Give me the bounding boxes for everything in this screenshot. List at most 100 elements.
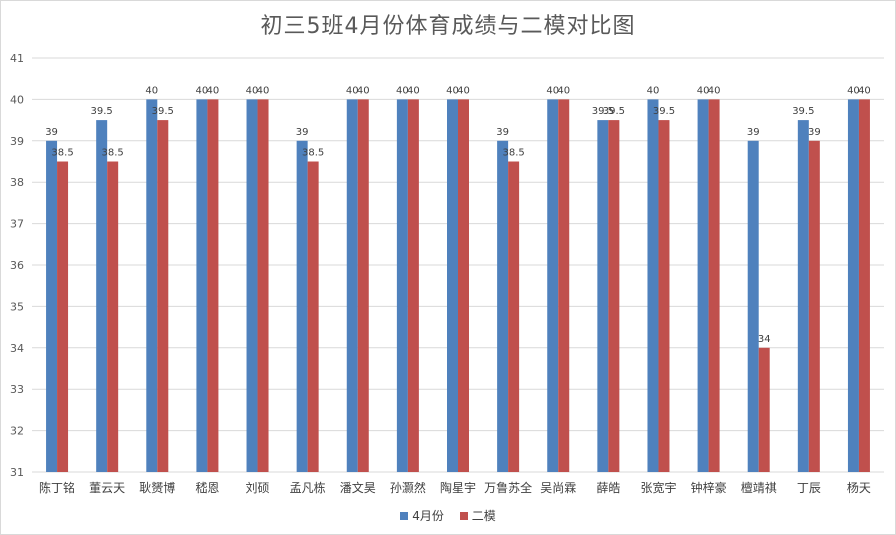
data-label: 40 — [457, 85, 470, 96]
data-label: 39.5 — [152, 106, 174, 117]
y-tick-label: 35 — [10, 300, 24, 313]
x-tick-label: 吴尚霖 — [540, 481, 576, 495]
bar-series-2 — [257, 99, 269, 473]
data-label: 40 — [396, 85, 409, 96]
data-label: 39.5 — [653, 106, 675, 117]
y-tick-label: 39 — [10, 135, 24, 148]
data-label: 40 — [858, 85, 871, 96]
data-label: 38.5 — [502, 148, 524, 159]
bar-series-1 — [697, 99, 709, 473]
y-tick-label: 36 — [10, 259, 24, 272]
bar-series-2 — [808, 140, 820, 473]
x-tick-label: 刘硕 — [246, 481, 270, 495]
legend-label-series-2: 二模 — [471, 509, 496, 523]
bar-series-1 — [647, 99, 659, 473]
x-tick-label: 丁辰 — [797, 481, 821, 495]
data-label: 40 — [546, 85, 559, 96]
legend-item-series-2: 二模 — [459, 507, 496, 524]
data-label: 38.5 — [102, 148, 124, 159]
x-tick-label: 耿赟博 — [139, 480, 175, 495]
bar-series-1 — [847, 99, 859, 473]
bar-series-1 — [447, 99, 458, 473]
data-label: 40 — [647, 85, 660, 96]
bar-series-2 — [558, 99, 570, 473]
data-label: 40 — [207, 85, 220, 96]
data-label: 39 — [296, 127, 309, 138]
x-tick-label: 陶星宇 — [440, 480, 476, 495]
bar-series-2 — [107, 161, 119, 472]
bar-series-2 — [307, 161, 319, 472]
data-label: 40 — [346, 85, 359, 96]
bar-series-2 — [608, 120, 620, 472]
bar-series-2 — [207, 99, 219, 473]
y-tick-label: 34 — [10, 342, 24, 355]
data-label: 40 — [246, 85, 259, 96]
x-tick-label: 潘文昊 — [340, 480, 376, 495]
data-label: 34 — [758, 334, 771, 345]
legend: 4月份 二模 — [0, 507, 896, 524]
data-label: 40 — [407, 85, 420, 96]
bar-series-1 — [46, 140, 58, 473]
x-tick-label: 董云天 — [89, 481, 125, 495]
data-label: 39 — [747, 127, 760, 138]
y-tick-label: 41 — [10, 52, 24, 65]
chart-title: 初三5班4月份体育成绩与二模对比图 — [260, 14, 636, 39]
x-tick-label: 檀靖祺 — [741, 480, 777, 495]
legend-swatch-series-2 — [459, 511, 468, 520]
legend-item-series-1: 4月份 — [400, 507, 444, 524]
x-tick-label: 嵇恩 — [195, 480, 219, 495]
bar-series-1 — [296, 140, 308, 473]
bar-series-1 — [246, 99, 258, 473]
data-label: 40 — [357, 85, 370, 96]
bar-series-1 — [597, 120, 609, 472]
x-tick-label: 张宽宇 — [640, 480, 676, 495]
bar-series-1 — [196, 99, 208, 473]
bar-series-1 — [96, 120, 108, 472]
legend-label-series-1: 4月份 — [412, 509, 444, 523]
x-tick-label: 孟凡栋 — [290, 480, 326, 495]
bar-series-1 — [146, 99, 158, 473]
bar-series-2 — [658, 120, 670, 472]
data-label: 39 — [808, 127, 821, 138]
data-label: 40 — [708, 85, 721, 96]
legend-swatch-series-1 — [400, 511, 409, 520]
data-label: 39.5 — [603, 106, 625, 117]
data-label: 40 — [145, 85, 158, 96]
data-label: 39 — [45, 127, 58, 138]
x-tick-label: 万鲁苏全 — [484, 480, 532, 495]
bar-series-2 — [407, 99, 419, 473]
bar-series-2 — [357, 99, 369, 473]
y-tick-label: 40 — [10, 93, 24, 106]
bar-series-1 — [547, 99, 559, 473]
data-label: 38.5 — [302, 148, 324, 159]
x-tick-label: 孙灏然 — [390, 480, 426, 495]
bar-series-2 — [758, 347, 770, 472]
data-label: 40 — [257, 85, 270, 96]
x-tick-label: 杨天 — [847, 480, 871, 495]
data-label: 40 — [847, 85, 860, 96]
bar-series-2 — [858, 99, 870, 473]
y-tick-label: 32 — [10, 425, 24, 438]
data-label: 39.5 — [91, 106, 113, 117]
bar-series-2 — [458, 99, 469, 473]
data-label: 40 — [697, 85, 710, 96]
bar-series-2 — [157, 120, 169, 472]
data-label: 39.5 — [592, 106, 614, 117]
bar-series-2 — [508, 161, 520, 472]
bar-series-1 — [797, 120, 809, 472]
bar-series-1 — [497, 140, 509, 473]
y-tick-label: 38 — [10, 176, 24, 189]
data-label: 40 — [557, 85, 570, 96]
y-tick-label: 31 — [10, 466, 24, 479]
bar-series-1 — [396, 99, 408, 473]
y-tick-label: 33 — [10, 383, 24, 396]
data-label: 38.5 — [51, 148, 73, 159]
x-tick-label: 钟梓豪 — [691, 480, 727, 495]
y-tick-label: 37 — [10, 218, 24, 231]
data-label: 39 — [496, 127, 509, 138]
bar-series-2 — [57, 161, 69, 472]
data-label: 39.5 — [792, 106, 814, 117]
data-label: 40 — [196, 85, 209, 96]
x-tick-label: 陈丁铭 — [39, 480, 75, 495]
